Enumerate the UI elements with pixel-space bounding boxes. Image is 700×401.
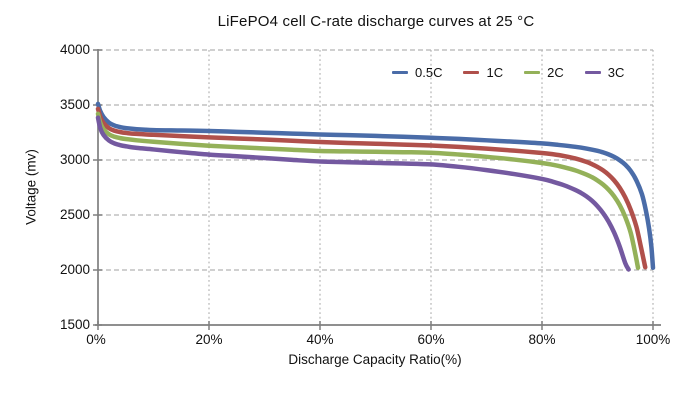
legend-label: 3C xyxy=(607,64,625,80)
y-tick-label: 3000 xyxy=(59,152,90,167)
legend-label: 0.5C xyxy=(415,64,443,80)
series-line-2C xyxy=(95,111,641,271)
chart-title: LiFePO4 cell C-rate discharge curves at … xyxy=(217,13,535,30)
series-line-0.5C xyxy=(95,101,656,271)
y-tick-label: 4000 xyxy=(59,42,90,57)
legend-marker-icon xyxy=(463,70,480,74)
x-axis-title: Discharge Capacity Ratio(%) xyxy=(288,352,462,367)
x-tick-label: 100% xyxy=(635,332,671,347)
legend-marker-icon xyxy=(524,70,541,74)
x-tick-label: 20% xyxy=(195,332,223,347)
y-tick-label: 2500 xyxy=(59,207,90,222)
legend-marker-icon xyxy=(392,70,408,74)
legend-label: 2C xyxy=(547,64,564,80)
x-tick-label: 0% xyxy=(86,332,106,347)
series-line-1C xyxy=(95,106,648,270)
legend-marker-icon xyxy=(584,70,601,74)
x-tick-label: 60% xyxy=(417,332,445,347)
legend-item-0.5c: 0.5C xyxy=(392,65,442,80)
legend-label: 1C xyxy=(486,64,504,80)
y-tick-label: 1500 xyxy=(59,317,90,332)
legend: 0.5C 1C 2C 3C xyxy=(392,64,624,80)
y-axis-title: Voltage (mv) xyxy=(23,149,39,225)
y-tick-label: 2000 xyxy=(59,262,90,277)
series-line-3C xyxy=(95,115,631,272)
legend-item-1c: 1C xyxy=(463,65,503,80)
x-tick-label: 40% xyxy=(306,332,334,347)
legend-item-2c: 2C xyxy=(524,65,564,80)
x-tick-label: 80% xyxy=(528,332,556,347)
y-tick-label: 3500 xyxy=(59,97,90,112)
legend-item-3c: 3C xyxy=(584,64,625,80)
